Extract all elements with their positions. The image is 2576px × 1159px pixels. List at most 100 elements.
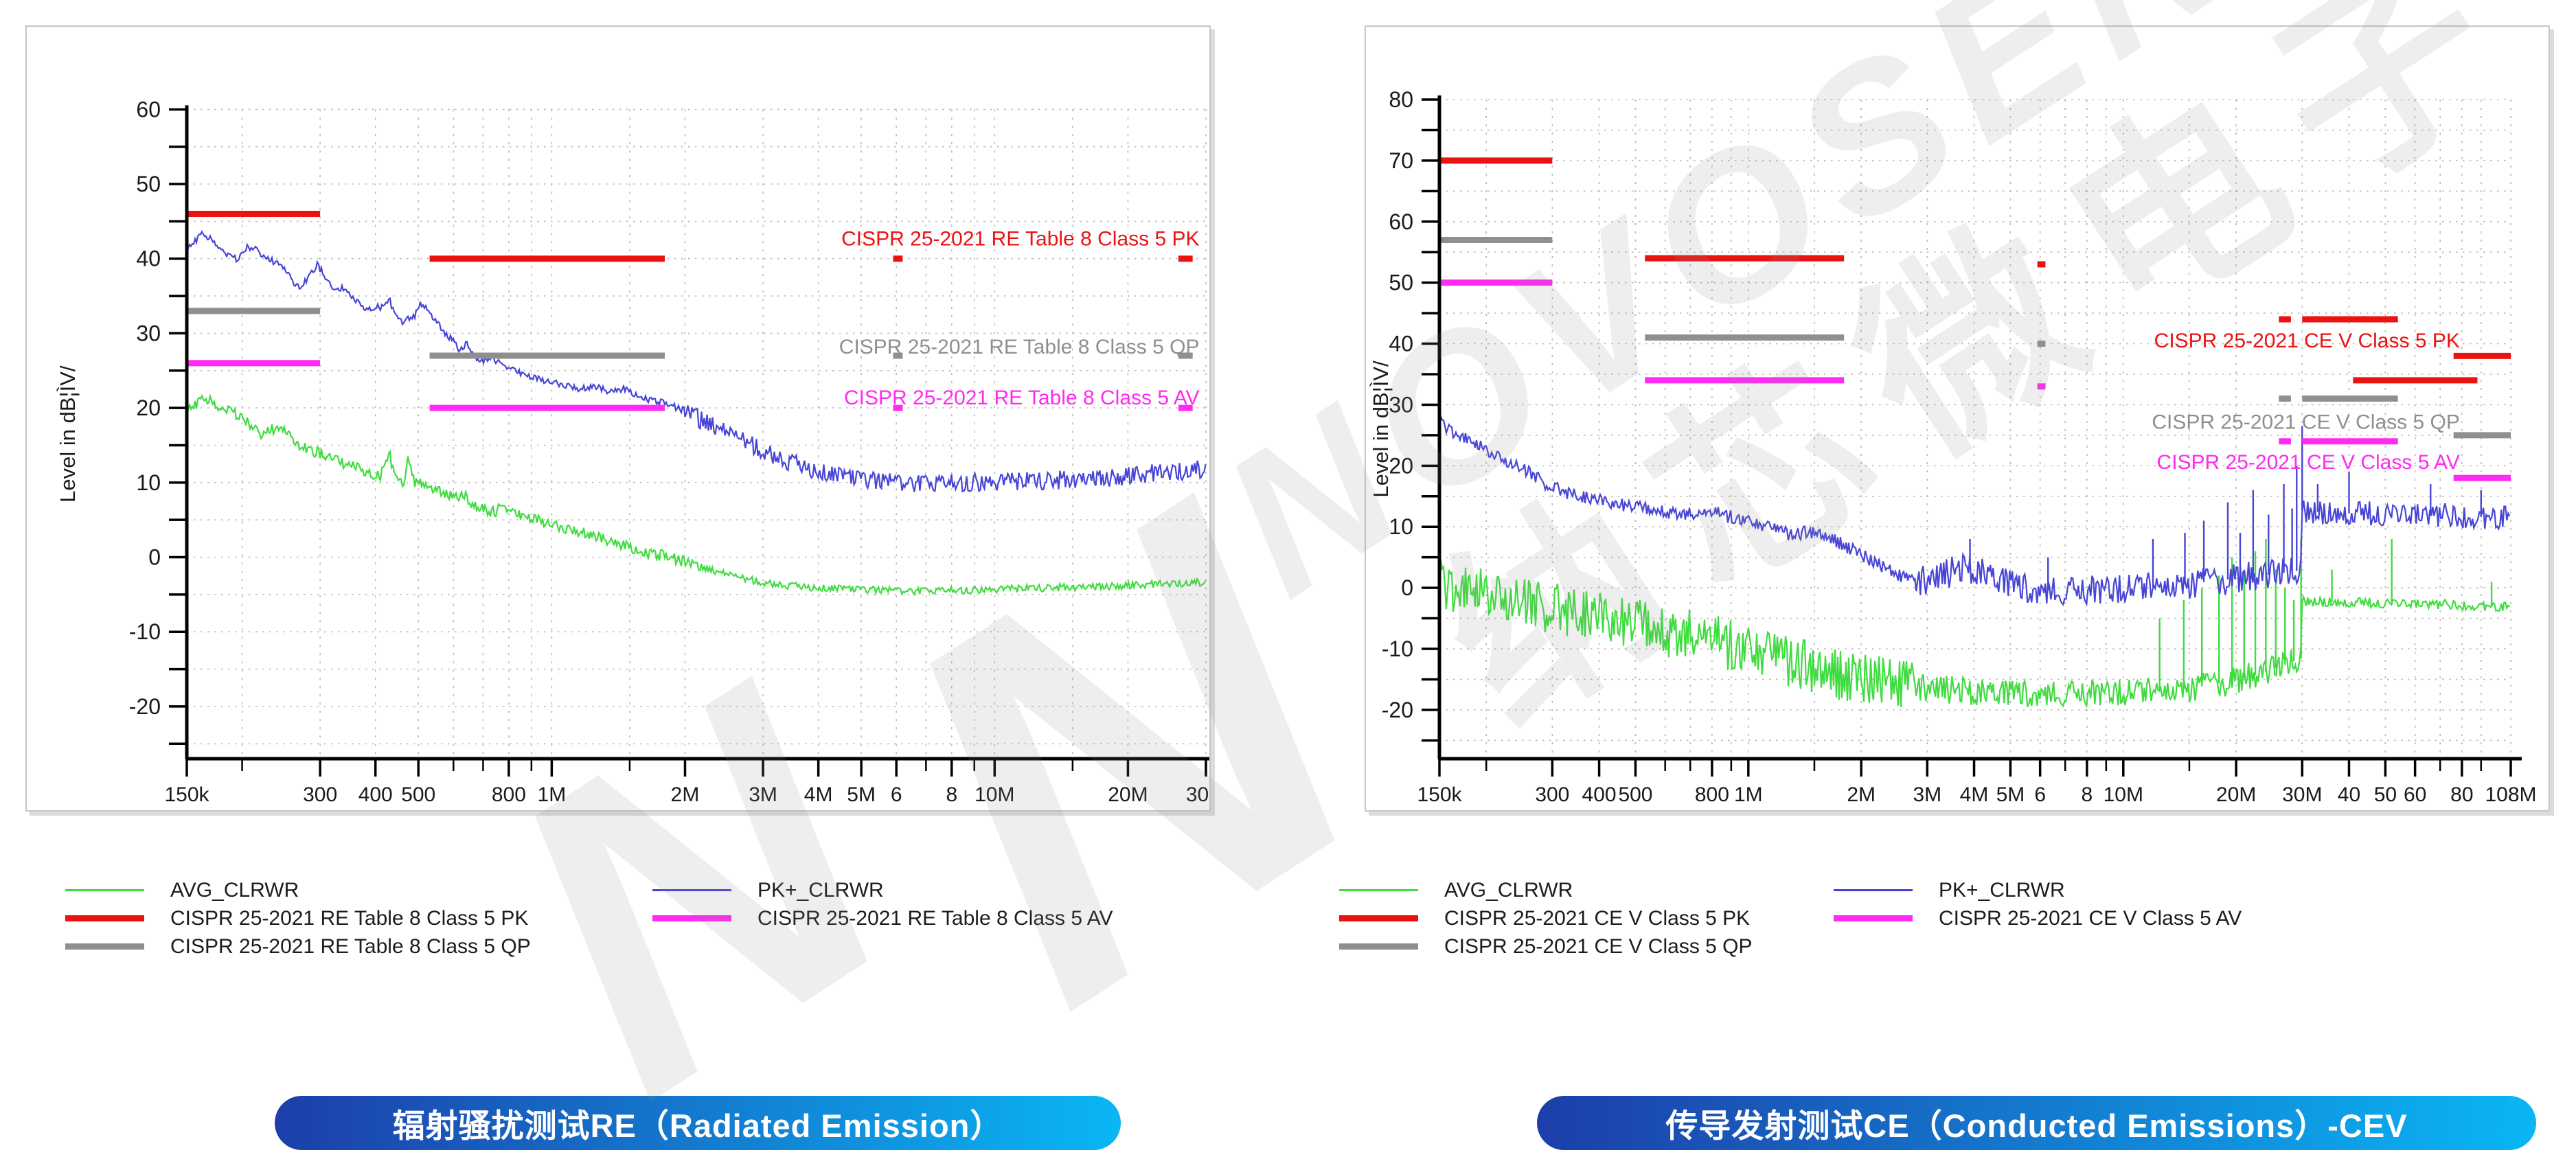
legend-swatch-pk [652, 889, 731, 891]
x-tick-label: 60 [2404, 783, 2426, 806]
legend-row: CISPR 25-2021 RE Table 8 Class 5 PK [65, 904, 531, 932]
y-tick-label: 20 [136, 395, 161, 420]
annotation: CISPR 25-2021 RE Table 8 Class 5 AV [844, 387, 1200, 409]
trace-AVG_CLRWR [1438, 559, 2511, 709]
x-tick-label: 400 [358, 783, 393, 806]
x-tick-label: 500 [1618, 783, 1652, 806]
y-tick-label: 10 [136, 470, 161, 495]
legend-row: AVG_CLRWR [65, 876, 531, 904]
x-tick-label: 108M [2485, 783, 2536, 806]
x-tick-label: 800 [492, 783, 526, 806]
y-tick-label: 20 [1389, 453, 1413, 478]
legend-swatch-limit_qp [65, 943, 144, 950]
legend-label: CISPR 25-2021 CE V Class 5 PK [1444, 906, 1751, 930]
legend-label: PK+_CLRWR [1939, 878, 2065, 902]
annotation: CISPR 25-2021 RE Table 8 Class 5 PK [841, 227, 1199, 250]
traces [1438, 413, 2511, 709]
x-tick-label: 150k [164, 783, 209, 806]
x-tick-label: 80 [2450, 783, 2473, 806]
x-tick-label: 30M [1186, 783, 1209, 806]
legend-col2: PK+_CLRWR CISPR 25-2021 RE Table 8 Class … [652, 876, 1113, 932]
y-tick-label: 0 [1401, 575, 1413, 600]
x-tick-label: 8 [946, 783, 957, 806]
axes: 60 50 40 30 20 10 0 -10 -20 150k 300 400 500 800 1M 2M 3… [56, 97, 1209, 806]
y-tick-label: 0 [148, 545, 161, 570]
legend-swatch-limit_pk [1339, 915, 1418, 921]
y-tick-label: 60 [1389, 209, 1413, 234]
legend-row: PK+_CLRWR [652, 876, 1113, 904]
legend-swatch-limit_qp [1339, 943, 1418, 950]
legend-row: CISPR 25-2021 CE V Class 5 PK [1339, 904, 1753, 932]
legend-swatch-pk [1834, 889, 1913, 891]
x-tick-label: 5M [847, 783, 876, 806]
legend-col1: AVG_CLRWR CISPR 25-2021 RE Table 8 Class … [65, 876, 531, 961]
x-tick-label: 6 [891, 783, 902, 806]
x-tick-label: 3M [749, 783, 777, 806]
y-axis-title: Level in dB¦ÌV/ [1369, 360, 1393, 498]
re-chart: 60 50 40 30 20 10 0 -10 -20 150k 300 400 500 800 1M 2M 3… [56, 97, 1209, 806]
annotation: CISPR 25-2021 CE V Class 5 QP [2152, 411, 2460, 433]
legend-swatch-limit_av [1834, 915, 1913, 921]
x-tick-label: 1M [538, 783, 567, 806]
y-tick-label: 70 [1389, 148, 1413, 173]
legend-row: CISPR 25-2021 RE Table 8 Class 5 AV [652, 904, 1113, 932]
x-tick-label: 1M [1734, 783, 1763, 806]
x-tick-label: 4M [1960, 783, 1989, 806]
y-tick-label: 40 [136, 246, 161, 271]
x-tick-label: 20M [2216, 783, 2256, 806]
limit-annotations: CISPR 25-2021 RE Table 8 Class 5 PK CISPR… [839, 227, 1200, 409]
legend-label: CISPR 25-2021 CE V Class 5 AV [1939, 906, 2242, 930]
y-tick-label: -20 [1382, 698, 1413, 722]
y-tick-label: 50 [1389, 271, 1413, 295]
trace-PK+_CLRWR [1438, 413, 2511, 607]
x-tick-label: 300 [1535, 783, 1569, 806]
y-tick-label: 80 [1389, 87, 1413, 112]
y-tick-label: 30 [136, 321, 161, 345]
x-tick-label: 3M [1913, 783, 1941, 806]
y-tick-label: 30 [1389, 392, 1413, 417]
x-tick-label: 400 [1582, 783, 1617, 806]
x-tick-label: 150k [1417, 783, 1462, 806]
y-tick-label: -10 [1382, 636, 1413, 661]
x-tick-label: 20M [1108, 783, 1148, 806]
x-tick-label: 5M [1996, 783, 2025, 806]
x-tick-label: 6 [2034, 783, 2046, 806]
legend-row: PK+_CLRWR [1834, 876, 2242, 904]
y-tick-label: -20 [129, 694, 161, 719]
legend-label: AVG_CLRWR [1444, 878, 1573, 902]
legend-swatch-avg [1339, 889, 1418, 891]
limit-lines [187, 211, 1193, 411]
trace-AVG_CLRWR [185, 393, 1207, 597]
legend-label: PK+_CLRWR [757, 878, 884, 902]
x-tick-label: 8 [2082, 783, 2093, 806]
legend-swatch-limit_av [652, 915, 731, 921]
legend-col1: AVG_CLRWR CISPR 25-2021 CE V Class 5 PK CI… [1339, 876, 1753, 961]
re-chart-panel: 60 50 40 30 20 10 0 -10 -20 150k 300 400 500 800 1M 2M 3… [25, 25, 1211, 812]
legend-row: AVG_CLRWR [1339, 876, 1753, 904]
x-tick-label: 50 [2374, 783, 2397, 806]
gridlines [186, 108, 1207, 759]
x-tick-label: 30M [2282, 783, 2322, 806]
legend-swatch-avg [65, 889, 144, 891]
x-tick-label: 10M [974, 783, 1014, 806]
legend-swatch-limit_pk [65, 915, 144, 921]
x-tick-label: 300 [303, 783, 337, 806]
x-tick-label: 2M [1847, 783, 1876, 806]
legend-label: CISPR 25-2021 RE Table 8 Class 5 PK [170, 906, 529, 930]
limit-annotations: CISPR 25-2021 CE V Class 5 PK CISPR 25-20… [2152, 330, 2460, 474]
y-tick-label: 40 [1389, 332, 1413, 356]
re-title-banner: 辐射骚扰测试RE（Radiated Emission） [275, 1096, 1121, 1150]
y-axis-title: Level in dB¦ÌV/ [56, 365, 80, 503]
legend-label: CISPR 25-2021 CE V Class 5 QP [1444, 934, 1753, 958]
x-tick-label: 10M [2104, 783, 2143, 806]
legend-row: CISPR 25-2021 CE V Class 5 QP [1339, 932, 1753, 961]
x-tick-label: 4M [804, 783, 833, 806]
traces [185, 230, 1207, 597]
limit-lines [1439, 157, 2511, 481]
legend-label: AVG_CLRWR [170, 878, 299, 902]
x-tick-label: 2M [671, 783, 700, 806]
annotation: CISPR 25-2021 CE V Class 5 PK [2154, 330, 2460, 352]
